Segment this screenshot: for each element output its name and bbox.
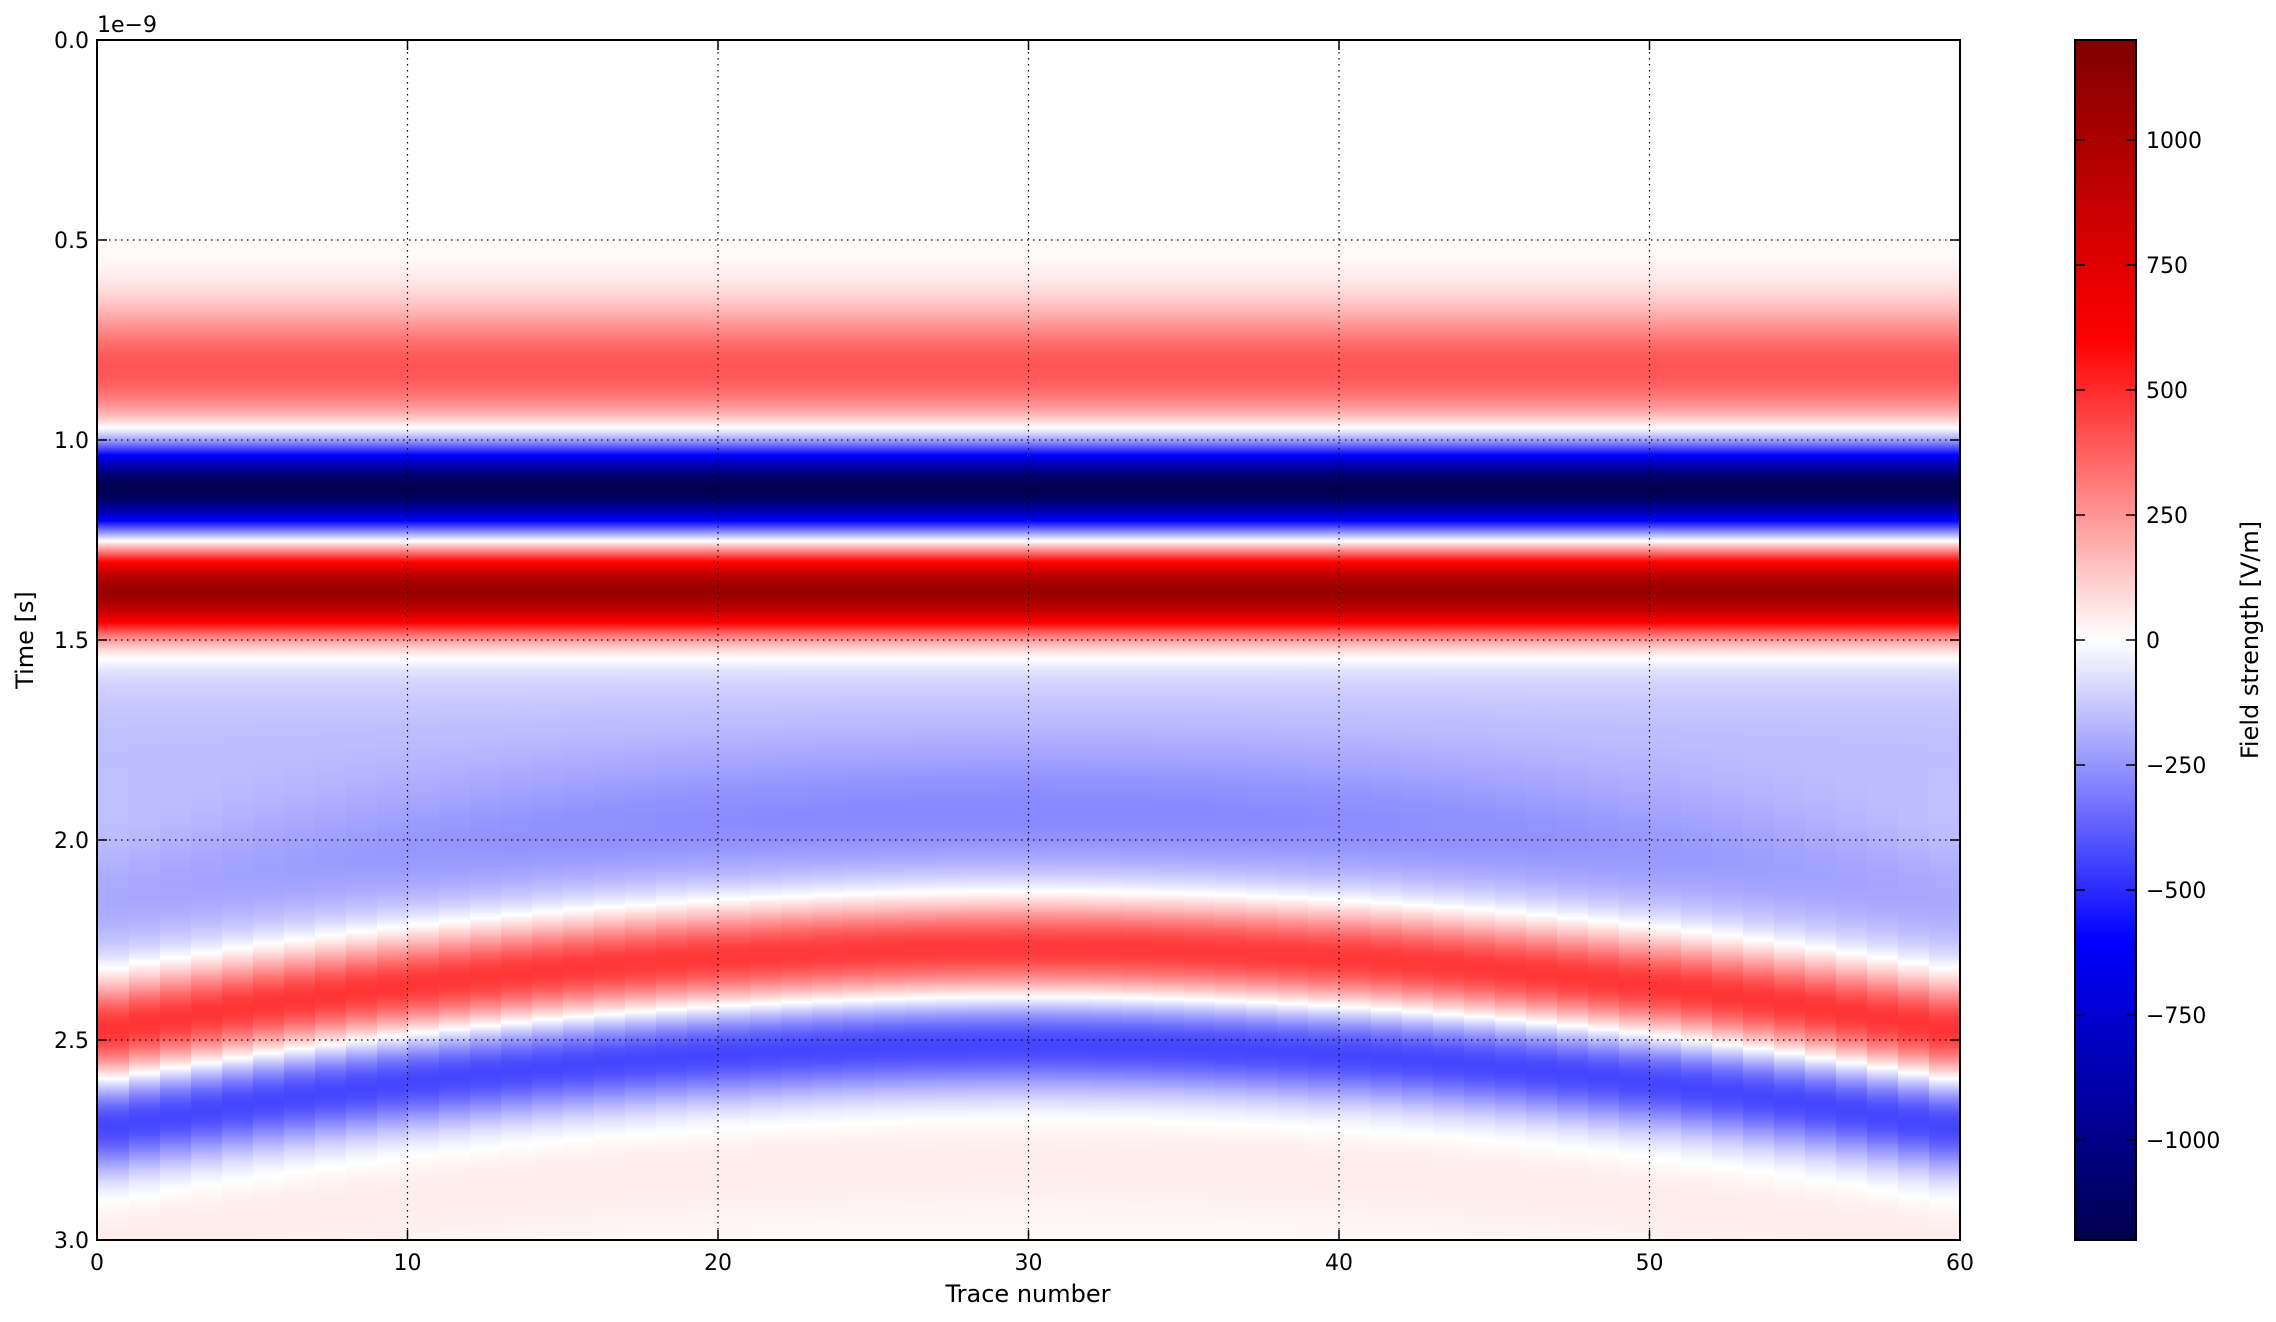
y-tick-label: 1.0	[54, 429, 89, 454]
grid-lines	[97, 40, 1960, 1240]
colorbar-tick-label: 250	[2146, 504, 2188, 529]
colorbar-tick-label: 0	[2146, 629, 2160, 654]
y-tick-label: 1.5	[54, 629, 89, 654]
colorbar-tick-label: 1000	[2146, 129, 2202, 154]
colorbar-tick-label: −750	[2146, 1004, 2206, 1029]
y-tick-label: 3.0	[54, 1229, 89, 1254]
colorbar-tick-label: 750	[2146, 254, 2188, 279]
y-offset-label: 1e−9	[97, 13, 157, 38]
x-axis: 0 10 20 30 40 50 60	[90, 40, 1974, 1276]
x-tick-label: 10	[394, 1251, 422, 1276]
colorbar-tick-label: −1000	[2146, 1129, 2220, 1154]
x-tick-label: 0	[90, 1251, 104, 1276]
y-tick-label: 0.5	[54, 229, 89, 254]
x-tick-label: 20	[704, 1251, 732, 1276]
y-axis-label: Time [s]	[11, 591, 39, 690]
y-tick-label: 0.0	[54, 29, 89, 54]
colorbar-tick-label: −500	[2146, 879, 2206, 904]
colorbar: −1000 −750 −500 −250 0 250 500 750 1000 Field st…	[2074, 39, 2264, 1241]
y-tick-label: 2.0	[54, 829, 89, 854]
colorbar-gradient	[2075, 40, 2136, 1240]
x-tick-label: 30	[1015, 1251, 1043, 1276]
x-tick-label: 60	[1946, 1251, 1974, 1276]
x-tick-label: 40	[1325, 1251, 1353, 1276]
colorbar-label: Field strength [V/m]	[2236, 521, 2264, 759]
x-axis-label: Trace number	[945, 1280, 1111, 1308]
plot-area: 0 10 20 30 40 50 60 0.0 0.5 1.0 1.5 2.0 2.5 3.0	[54, 29, 1974, 1276]
x-tick-label: 50	[1636, 1251, 1664, 1276]
colorbar-tick-label: 500	[2146, 379, 2188, 404]
y-axis: 0.0 0.5 1.0 1.5 2.0 2.5 3.0	[54, 29, 1960, 1254]
colorbar-ticks: −1000 −750 −500 −250 0 250 500 750 1000	[2075, 129, 2220, 1154]
y-tick-label: 2.5	[54, 1029, 89, 1054]
colorbar-tick-label: −250	[2146, 754, 2206, 779]
